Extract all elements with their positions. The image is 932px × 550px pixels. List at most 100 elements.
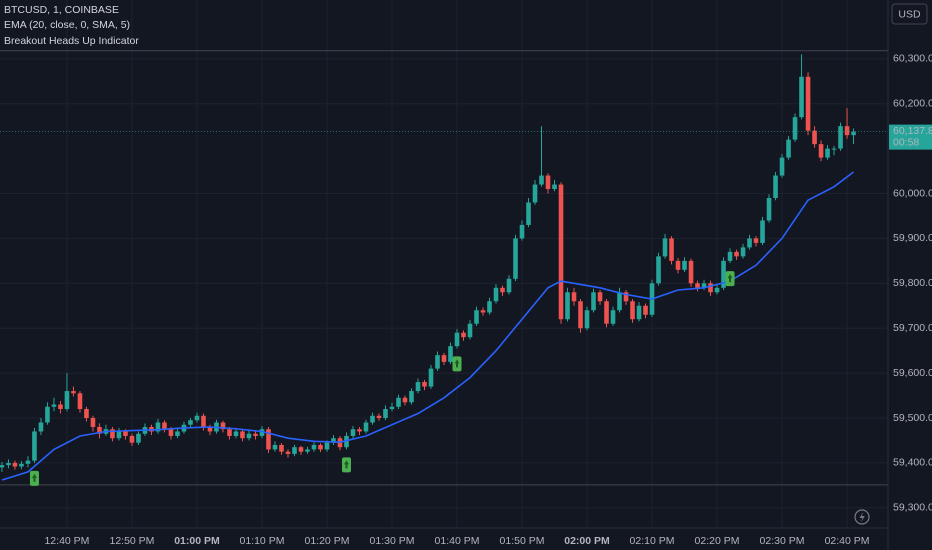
signal-arrow: [454, 359, 460, 368]
candle-body: [467, 323, 473, 338]
currency-button[interactable]: [891, 3, 928, 25]
candle-body: [500, 287, 505, 293]
candle-body: [753, 238, 759, 243]
icon-circle[interactable]: [854, 509, 870, 525]
y-tick-label: 59,500.00: [893, 412, 932, 424]
candle-body: [825, 148, 830, 158]
candle-body: [71, 391, 76, 394]
candle-body: [792, 117, 798, 140]
breakout-signal: [725, 271, 735, 287]
lightning-icon[interactable]: [854, 509, 870, 525]
candle-body: [441, 355, 447, 362]
candle-body: [695, 283, 700, 288]
candle-body: [734, 251, 739, 257]
candle-body: [708, 283, 713, 293]
candle-body: [292, 447, 297, 454]
y-tick-label: 59,800.00: [893, 277, 932, 289]
candle-body: [194, 415, 200, 421]
currency-label[interactable]: USD: [898, 8, 921, 20]
candle-body: [402, 397, 408, 403]
x-tick-label: 02:20 PM: [695, 535, 740, 547]
candle-body: [630, 301, 635, 320]
candle-body: [669, 238, 674, 261]
candle-body: [344, 435, 349, 448]
candle-body: [838, 126, 843, 149]
icon-bolt[interactable]: [859, 511, 865, 523]
candle-body: [818, 144, 824, 158]
x-tick-label: 12:40 PM: [44, 535, 89, 547]
candle-body: [487, 301, 492, 313]
breakout-signal: [29, 470, 39, 486]
y-tick-label: 59,400.00: [893, 457, 932, 469]
candle-body: [604, 301, 609, 324]
candle-body: [435, 355, 440, 369]
candle-body: [279, 444, 284, 452]
candle-body: [428, 368, 434, 387]
candle-body: [623, 292, 629, 302]
candle-body: [227, 429, 232, 436]
signal-arrow: [343, 460, 349, 469]
candle-body: [656, 256, 661, 284]
candle-body: [812, 130, 817, 145]
y-tick-label: 60,000.00: [893, 187, 932, 199]
breakout-signal: [452, 356, 462, 372]
candle-body: [246, 433, 252, 439]
candle-body: [747, 238, 752, 248]
candle-body: [506, 278, 512, 293]
chart-title: BTCUSD, 1, COINBASE: [4, 4, 119, 16]
candle-body: [240, 431, 245, 439]
candle-body: [773, 175, 778, 198]
candle-body: [19, 463, 24, 467]
candle-body: [610, 310, 616, 324]
candle-body: [662, 238, 668, 257]
candle-body: [409, 391, 414, 403]
x-tick-label: 02:10 PM: [630, 535, 675, 547]
candle-body: [90, 418, 96, 427]
candle-body: [493, 287, 499, 302]
candle-body: [422, 382, 427, 387]
candle-body: [558, 184, 564, 320]
y-tick-label: 59,300.00: [893, 502, 932, 514]
candle-body: [58, 404, 63, 410]
x-tick-label: 01:50 PM: [500, 535, 545, 547]
candle-body: [168, 429, 174, 436]
candle-body: [799, 76, 804, 118]
breakout-signal: [341, 457, 351, 473]
candle-body: [363, 422, 369, 432]
candle-body: [116, 431, 122, 439]
candle-body: [324, 442, 330, 450]
candle-body: [207, 426, 213, 432]
candle-body: [526, 202, 531, 225]
candle-body: [220, 422, 226, 430]
candle-body: [175, 431, 180, 436]
candle-body: [545, 175, 551, 190]
candle-body: [123, 431, 128, 436]
axes: 60,300.00 60,200.00 60,000.00 59,900.00 59,8…: [44, 53, 932, 547]
candle-body: [844, 126, 850, 136]
candle-body: [64, 391, 70, 410]
candle-body: [383, 409, 388, 418]
price-tag-label: 60,137.88: [893, 125, 932, 137]
grid: [0, 0, 888, 528]
candle-body: [162, 422, 167, 430]
candle-body: [201, 415, 206, 427]
x-tick-label: 01:00 PM: [174, 535, 220, 547]
candle-body: [350, 429, 356, 436]
y-tick-label: 59,600.00: [893, 367, 932, 379]
candle-body: [643, 305, 648, 315]
indicator-name: Breakout Heads Up Indicator: [4, 35, 139, 47]
candle-body: [318, 444, 323, 450]
x-tick-label: 01:10 PM: [240, 535, 285, 547]
x-tick-label: 02:00 PM: [564, 535, 610, 547]
candle-body: [136, 433, 141, 443]
candle-body: [786, 139, 791, 158]
candle-body: [675, 260, 681, 270]
price-tag: [889, 124, 932, 150]
x-tick-label: 01:30 PM: [370, 535, 415, 547]
candle-body: [376, 415, 382, 418]
candle-body: [97, 426, 102, 434]
candle-body: [584, 310, 590, 329]
candle-body: [6, 462, 11, 466]
x-tick-label: 12:50 PM: [109, 535, 154, 547]
